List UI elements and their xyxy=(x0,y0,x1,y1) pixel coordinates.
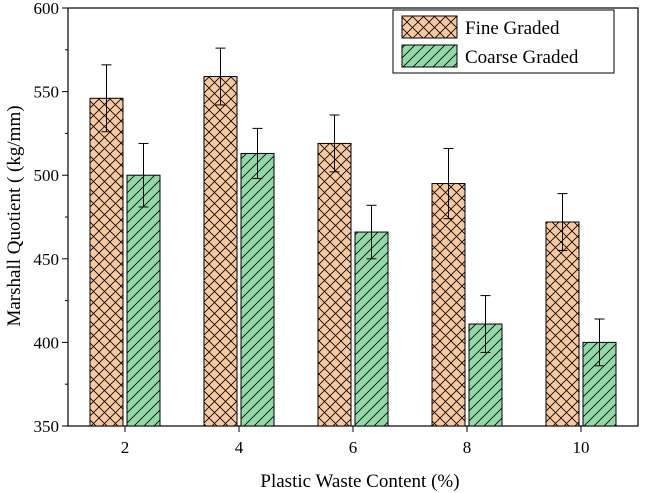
error-bar-coarse-graded-10 xyxy=(594,318,605,367)
y-axis: 350 400 450 500 550 600 xyxy=(34,0,68,436)
y-tick-label-400: 400 xyxy=(34,333,60,352)
bar-fine-graded-10 xyxy=(545,221,580,427)
bar-fine-graded-2 xyxy=(89,97,124,427)
bar-fine-graded-8 xyxy=(431,183,466,427)
error-bar-fine-graded-10 xyxy=(557,193,568,251)
y-tick-label-500: 500 xyxy=(34,166,60,185)
bar-coarse-graded-4 xyxy=(240,152,275,427)
bars-group xyxy=(89,76,617,427)
error-bar-fine-graded-8 xyxy=(443,147,454,220)
error-bar-fine-graded-2 xyxy=(101,64,112,133)
legend: Fine Graded Coarse Graded xyxy=(392,9,615,74)
error-bar-coarse-graded-6 xyxy=(366,204,377,260)
legend-label-coarse-graded: Coarse Graded xyxy=(465,47,579,68)
legend-swatch-fine-graded xyxy=(401,15,458,39)
x-axis: 2 4 6 8 10 xyxy=(121,426,590,457)
y-tick-label-450: 450 xyxy=(34,250,60,269)
error-bar-coarse-graded-2 xyxy=(138,142,149,208)
error-bar-fine-graded-6 xyxy=(329,114,340,173)
y-tick-label-600: 600 xyxy=(34,0,60,18)
bar-fine-graded-6 xyxy=(317,142,352,427)
bar-fine-graded-4 xyxy=(203,76,238,427)
x-axis-title: Plastic Waste Content (%) xyxy=(260,471,459,492)
x-tick-label-8: 8 xyxy=(463,438,472,457)
legend-label-fine-graded: Fine Graded xyxy=(465,18,560,39)
x-tick-label-4: 4 xyxy=(235,438,244,457)
y-tick-label-350: 350 xyxy=(34,417,60,436)
y-axis-title: Marshall Quotient ( (kg/mm) xyxy=(4,105,25,326)
legend-swatch-coarse-graded xyxy=(401,44,458,68)
bar-coarse-graded-2 xyxy=(126,174,161,427)
error-bar-coarse-graded-8 xyxy=(480,295,491,353)
error-bar-fine-graded-4 xyxy=(215,47,226,106)
bar-coarse-graded-6 xyxy=(354,231,389,427)
error-bars-group xyxy=(101,47,605,367)
x-tick-label-10: 10 xyxy=(573,438,590,457)
error-bar-coarse-graded-4 xyxy=(252,127,263,180)
x-tick-label-6: 6 xyxy=(349,438,358,457)
x-tick-label-2: 2 xyxy=(121,438,130,457)
y-tick-label-550: 550 xyxy=(34,83,60,102)
